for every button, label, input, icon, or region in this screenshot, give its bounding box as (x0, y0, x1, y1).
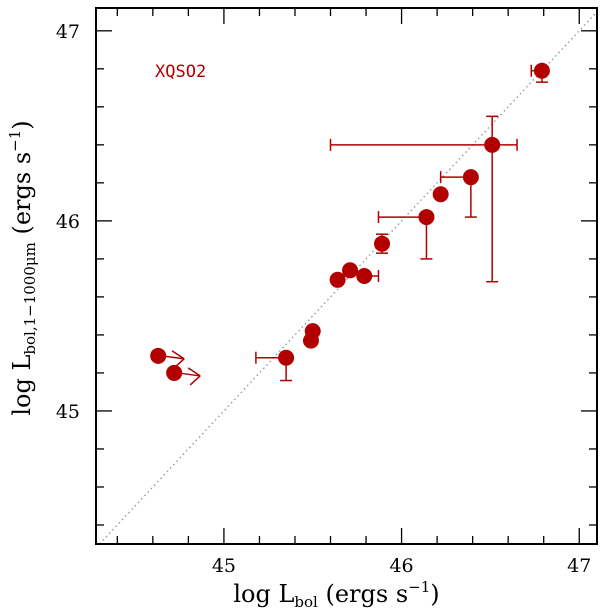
x-tick-label-1: 46 (389, 555, 413, 577)
data-point-0 (150, 347, 167, 364)
data-point-2 (278, 349, 295, 366)
y-axis-label: log Lbol,1−1000μm (ergs s−1) (6, 120, 39, 415)
y-axis-label-unit-close: ) (8, 120, 36, 129)
y-axis-label-subscript: bol,1−1000μm (21, 242, 39, 354)
limit-arrow-head-b (189, 375, 201, 386)
y-tick-label-1: 46 (56, 211, 80, 233)
x-axis-label-unit-close: ) (430, 580, 439, 608)
data-point-5 (329, 271, 346, 288)
limit-arrow-head-a (171, 350, 185, 360)
y-tick-label-2: 47 (56, 21, 80, 43)
x-axis-label-prefix: log L (233, 580, 294, 608)
data-point-8 (374, 235, 391, 252)
one-to-one-line (99, 11, 598, 545)
data-point-12 (484, 136, 501, 153)
x-tick-label-2: 47 (567, 555, 591, 577)
data-point-6 (342, 262, 359, 279)
plot-frame (95, 7, 598, 545)
data-point-9 (418, 209, 435, 226)
x-tick-label-0: 45 (212, 555, 236, 577)
data-point-11 (462, 169, 479, 186)
data-point-layer (150, 62, 550, 381)
reference-line-layer (99, 11, 598, 545)
x-axis-label: log Lbol (ergs s−1) (233, 578, 439, 611)
x-axis-label-subscript: bol (294, 593, 318, 611)
y-tick-label-0: 45 (56, 401, 80, 423)
limit-arrow-head-a (187, 367, 201, 377)
data-point-1 (166, 364, 183, 381)
data-point-13 (533, 62, 550, 79)
y-axis-label-prefix: log L (8, 355, 36, 416)
y-axis-label-unit-sup: −1 (6, 130, 24, 152)
x-axis-label-unit-sup: −1 (408, 578, 430, 596)
data-point-4 (304, 323, 321, 340)
data-point-10 (432, 186, 449, 203)
xqso2-annotation: XQSO2 (155, 62, 206, 82)
tick-layer: 45 46 47 45 46 47 (56, 8, 597, 577)
data-point-7 (356, 268, 373, 284)
x-axis-label-unit: (ergs s (318, 580, 408, 608)
error-bar-layer (162, 64, 548, 386)
y-axis-label-unit: (ergs s (8, 152, 36, 242)
